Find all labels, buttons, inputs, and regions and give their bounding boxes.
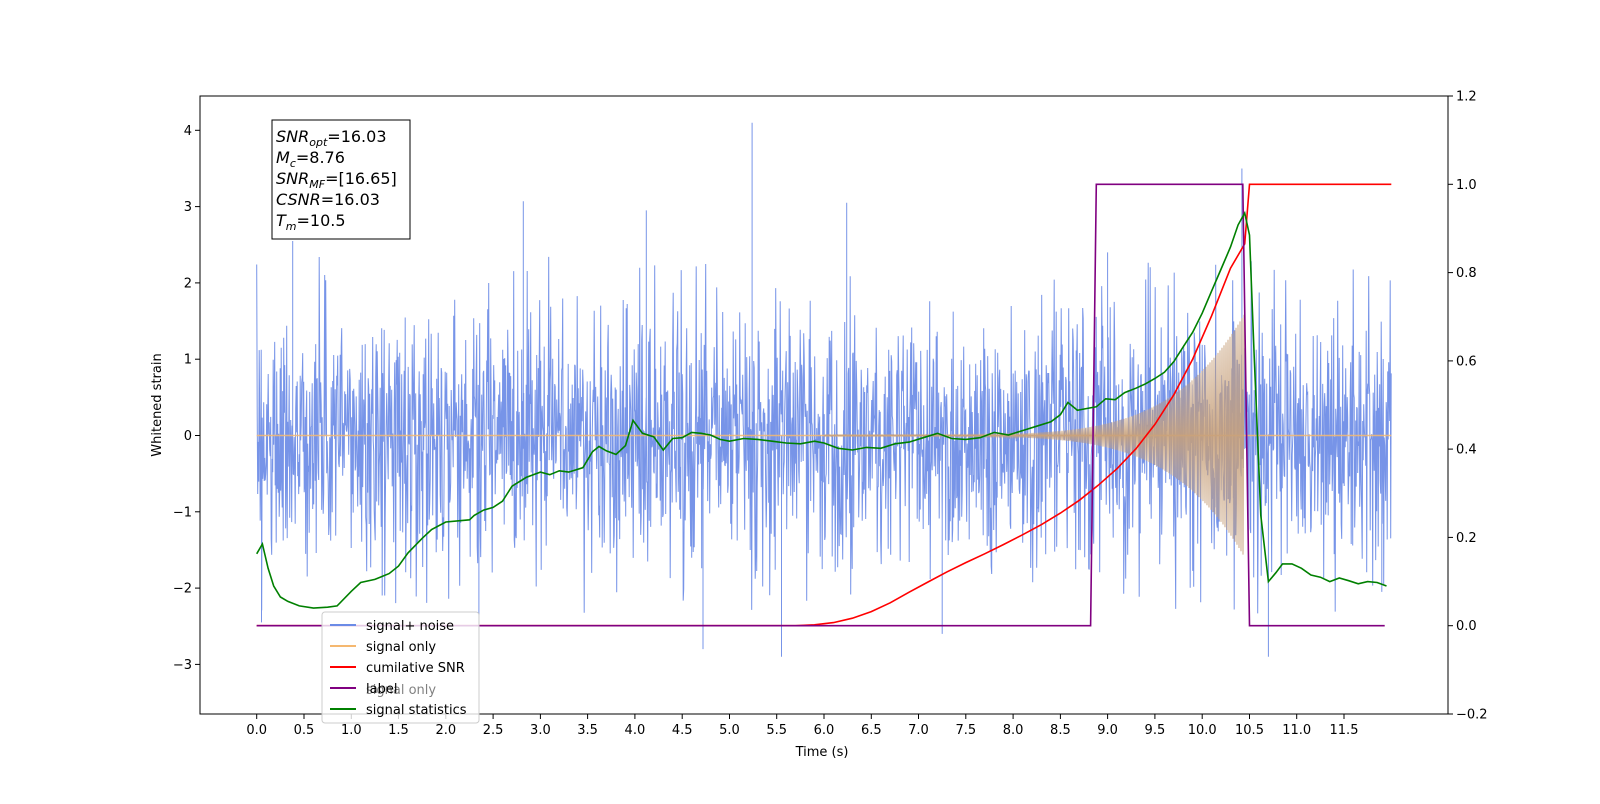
x-tick-label: 6.0 xyxy=(814,723,835,738)
y-right-tick-label: 0.6 xyxy=(1456,354,1477,369)
legend-entry: signal only xyxy=(366,640,436,655)
legend-entry-hidden: signal only xyxy=(366,683,436,698)
x-tick-label: 1.0 xyxy=(341,723,362,738)
y-left-tick-label: −2 xyxy=(173,582,192,597)
legend-entry: signal+ noise xyxy=(366,619,454,634)
y-left-tick-label: 0 xyxy=(184,429,192,444)
x-tick-label: 1.5 xyxy=(388,723,409,738)
legend-frame xyxy=(321,611,480,724)
y-left-tick-label: 3 xyxy=(184,200,192,215)
y-right-tick-label: 0.2 xyxy=(1456,531,1477,546)
x-tick-label: 11.0 xyxy=(1282,723,1311,738)
y-left-tick-label: 1 xyxy=(184,353,192,368)
x-tick-label: 9.0 xyxy=(1097,723,1118,738)
legend: signal only signal+ noise signal only cumil… xyxy=(321,611,480,724)
y-right-tick-label: 0.8 xyxy=(1456,266,1477,281)
annotation-box: SNRopt=16.03Mc=8.76SNRMF=[16.65]CSNR=16.… xyxy=(271,119,411,240)
y-left-tick-label: −3 xyxy=(173,658,192,673)
x-tick-label: 3.5 xyxy=(577,723,598,738)
x-tick-label: 7.5 xyxy=(955,723,976,738)
x-tick-label: 0.5 xyxy=(294,723,315,738)
y-right-tick-label: 0.0 xyxy=(1456,619,1477,634)
x-tick-label: 2.5 xyxy=(483,723,504,738)
annotation-line: SNRopt=16.03 xyxy=(276,127,387,149)
cumulative-snr-line xyxy=(256,183,1392,627)
y-left-tick-label: 4 xyxy=(184,124,192,139)
x-axis-ticks: 0.0 0.5 1.0 1.5 2.0 2.5 3.0 3.5 4.0 4.5 5.0 5.5 6.0 6… xyxy=(246,714,1358,738)
y-right-axis-ticks: −0.2 0.0 0.2 0.4 0.6 0.8 1.0 1.2 xyxy=(1448,90,1488,723)
y-left-tick-label: 2 xyxy=(184,276,192,291)
label-line xyxy=(256,183,1385,627)
x-tick-label: 11.5 xyxy=(1330,723,1359,738)
x-tick-label: 7.0 xyxy=(908,723,929,738)
y-left-axis-ticks: −3 −2 −1 0 1 2 3 4 xyxy=(173,124,200,673)
x-tick-label: 2.0 xyxy=(435,723,456,738)
x-tick-label: 5.5 xyxy=(766,723,787,738)
annotation-line: CSNR=16.03 xyxy=(276,190,380,209)
legend-entry: signal statistics xyxy=(366,703,467,718)
x-tick-label: 0.0 xyxy=(246,723,267,738)
x-tick-label: 10.5 xyxy=(1235,723,1264,738)
y-left-tick-label: −1 xyxy=(173,505,192,520)
signal-statistics-line xyxy=(256,210,1387,609)
x-tick-label: 10.0 xyxy=(1188,723,1217,738)
x-axis-label: Time (s) xyxy=(795,745,849,760)
y-right-tick-label: −0.2 xyxy=(1456,708,1488,723)
y-right-tick-label: 0.4 xyxy=(1456,443,1477,458)
x-tick-label: 4.0 xyxy=(625,723,646,738)
x-tick-label: 3.0 xyxy=(530,723,551,738)
y-right-tick-label: 1.2 xyxy=(1456,90,1477,105)
x-tick-label: 8.5 xyxy=(1050,723,1071,738)
x-tick-label: 9.5 xyxy=(1145,723,1166,738)
y-right-tick-label: 1.0 xyxy=(1456,178,1477,193)
x-tick-label: 4.5 xyxy=(672,723,693,738)
annotation-box-frame xyxy=(271,119,411,240)
legend-entry: cumilative SNR xyxy=(366,661,465,676)
annotation-line: Mc=8.76 xyxy=(276,148,345,170)
plot-area xyxy=(256,122,1392,661)
annotation-line: SNRMF=[16.65] xyxy=(276,169,397,191)
x-tick-label: 6.5 xyxy=(861,723,882,738)
x-tick-label: 5.0 xyxy=(719,723,740,738)
legend-entry: label xyxy=(366,682,397,697)
y-axis-label: Whitened strain xyxy=(150,353,165,456)
annotation-line: Tm=10.5 xyxy=(276,211,346,233)
signal-plus-noise-line xyxy=(256,122,1392,661)
x-tick-label: 8.0 xyxy=(1003,723,1024,738)
